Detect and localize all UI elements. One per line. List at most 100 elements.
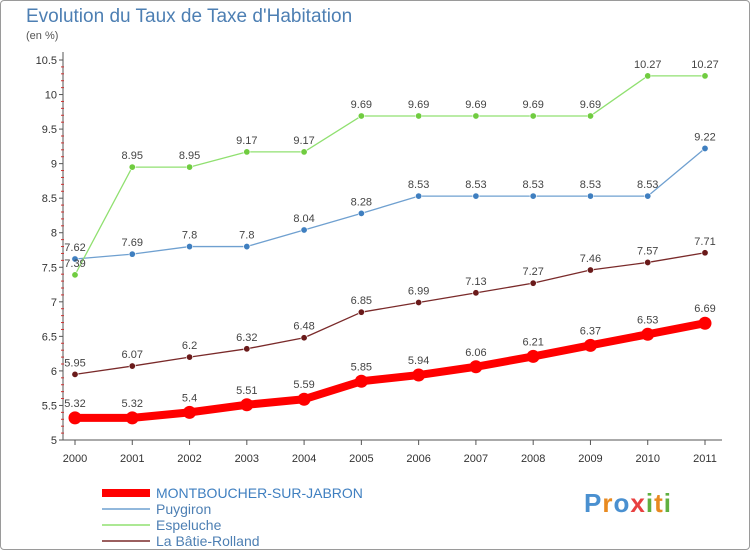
- y-tick-label: 8: [51, 228, 57, 240]
- legend-label: La Bâtie-Rolland: [156, 533, 260, 549]
- x-tick-label: 2010: [635, 453, 659, 465]
- logo-letter: x: [630, 488, 646, 518]
- data-point: [71, 271, 79, 279]
- data-label: 8.95: [179, 150, 200, 162]
- data-label: 5.85: [351, 361, 372, 373]
- data-label: 7.8: [239, 230, 254, 242]
- y-tick-label: 9.5: [42, 124, 57, 136]
- data-point: [526, 349, 540, 363]
- data-label: 5.51: [236, 385, 257, 397]
- data-point: [644, 192, 652, 200]
- data-point: [472, 289, 480, 297]
- data-point: [644, 258, 652, 266]
- data-label: 5.4: [182, 392, 197, 404]
- data-label: 8.53: [580, 179, 601, 191]
- y-tick-label: 5: [51, 435, 57, 447]
- logo-letter: P: [584, 488, 603, 518]
- data-point: [297, 392, 311, 406]
- data-point: [472, 192, 480, 200]
- data-point: [586, 266, 594, 274]
- data-label: 6.69: [694, 303, 715, 315]
- logo-letter: r: [602, 488, 614, 518]
- series-line: [74, 75, 706, 276]
- data-point: [125, 411, 139, 425]
- y-tick-label: 6.5: [42, 331, 57, 343]
- data-point: [183, 405, 197, 419]
- data-point: [529, 112, 537, 120]
- data-point: [240, 398, 254, 412]
- y-tick-label: 9: [51, 159, 57, 171]
- data-label: 7.57: [637, 245, 658, 257]
- data-label: 5.59: [293, 379, 314, 391]
- series-line: [74, 147, 706, 260]
- data-label: 5.32: [64, 398, 85, 410]
- unit-label: (en %): [26, 30, 59, 42]
- data-point: [472, 112, 480, 120]
- legend: MONTBOUCHER-SUR-JABRONPuygironEspelucheL…: [102, 485, 363, 549]
- data-point: [300, 148, 308, 156]
- y-tick-label: 7: [51, 297, 57, 309]
- data-label: 5.32: [122, 398, 143, 410]
- data-point: [698, 316, 712, 330]
- data-point: [357, 112, 365, 120]
- series-group: [68, 72, 712, 425]
- legend-label: MONTBOUCHER-SUR-JABRON: [156, 485, 363, 501]
- data-label: 8.53: [465, 179, 486, 191]
- x-tick-label: 2000: [63, 453, 87, 465]
- data-labels: 5.95 6.07 6.2 6.32 6.48 6.85 6.99 7.13 7.27 7.46 7…: [64, 59, 718, 410]
- data-point: [243, 243, 251, 251]
- data-point: [701, 249, 709, 257]
- data-label: 9.17: [236, 135, 257, 147]
- x-tick-label: 2005: [349, 453, 373, 465]
- x-tick-label: 2001: [120, 453, 144, 465]
- data-point: [71, 255, 79, 263]
- logo-letter: i: [663, 488, 672, 518]
- legend-label: Puygiron: [156, 501, 211, 517]
- data-label: 6.32: [236, 332, 257, 344]
- data-point: [186, 243, 194, 251]
- data-label: 8.04: [293, 213, 314, 225]
- data-point: [701, 72, 709, 80]
- x-ticks: 2000 2001 2002 2003 2004 2005 2006 2007 2008 2009…: [63, 440, 717, 465]
- data-label: 6.2: [182, 340, 197, 352]
- x-tick-label: 2004: [292, 453, 316, 465]
- data-label: 5.94: [408, 355, 429, 367]
- data-label: 9.69: [580, 99, 601, 111]
- data-label: 6.48: [293, 321, 314, 333]
- data-point: [68, 411, 82, 425]
- data-point: [128, 163, 136, 171]
- y-tick-label: 5.5: [42, 400, 57, 412]
- data-label: 8.53: [522, 179, 543, 191]
- data-label: 10.27: [691, 59, 719, 71]
- series-line: [71, 319, 709, 422]
- data-point: [357, 209, 365, 217]
- y-tick-label: 10: [45, 90, 57, 102]
- data-point: [415, 112, 423, 120]
- x-tick-label: 2011: [693, 453, 717, 465]
- data-label: 9.69: [465, 99, 486, 111]
- data-label: 8.95: [122, 150, 143, 162]
- data-label: 7.46: [580, 253, 601, 265]
- data-label: 9.22: [694, 131, 715, 143]
- data-point: [586, 192, 594, 200]
- data-label: 6.06: [465, 347, 486, 359]
- data-point: [415, 192, 423, 200]
- data-label: 8.53: [637, 179, 658, 191]
- series-line: [74, 252, 706, 376]
- data-point: [415, 299, 423, 307]
- data-label: 9.69: [351, 99, 372, 111]
- data-label: 6.37: [580, 325, 601, 337]
- x-tick-label: 2003: [235, 453, 259, 465]
- data-label: 6.07: [122, 349, 143, 361]
- data-point: [71, 370, 79, 378]
- data-label: 9.69: [408, 99, 429, 111]
- data-point: [243, 148, 251, 156]
- data-label: 8.53: [408, 179, 429, 191]
- data-label: 6.53: [637, 314, 658, 326]
- logo-letter: t: [654, 488, 664, 518]
- data-label: 7.62: [64, 242, 85, 254]
- data-point: [300, 334, 308, 342]
- chart-title: Evolution du Taux de Taxe d'Habitation: [26, 6, 353, 27]
- data-point: [300, 226, 308, 234]
